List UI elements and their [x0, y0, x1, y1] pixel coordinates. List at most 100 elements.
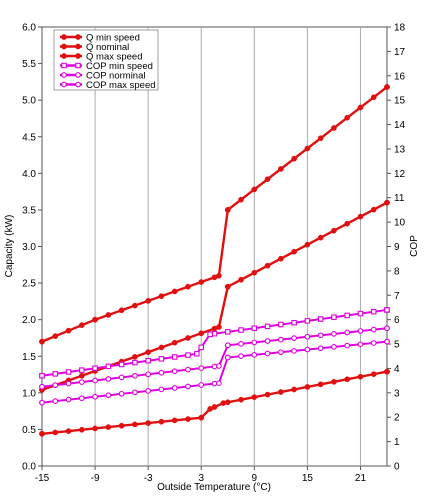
data-point: [317, 316, 324, 322]
data-point: [331, 378, 337, 385]
data-point: [211, 363, 218, 370]
y2-tick-label: 16: [394, 71, 406, 82]
legend-entry: COP max speed: [60, 80, 156, 91]
data-point: [251, 339, 258, 346]
y-axis-label: Capacity (kW): [4, 215, 15, 278]
data-point: [277, 336, 284, 343]
data-point: [65, 396, 72, 403]
data-point: [61, 34, 67, 40]
data-point: [198, 330, 205, 337]
data-point: [211, 330, 218, 337]
data-point: [331, 125, 337, 131]
data-point: [238, 353, 244, 359]
data-point: [238, 276, 244, 283]
data-point: [105, 376, 112, 382]
data-point: [61, 81, 67, 88]
data-point: [224, 354, 231, 361]
data-point: [264, 323, 271, 330]
data-point: [216, 363, 222, 369]
data-point: [39, 430, 45, 437]
data-point: [52, 382, 59, 389]
data-point: [158, 369, 165, 376]
data-point: [344, 329, 351, 336]
data-point: [185, 366, 191, 373]
data-point: [384, 199, 390, 206]
data-point: [220, 400, 227, 406]
data-point: [118, 307, 125, 314]
data-point: [224, 342, 231, 349]
y2-tick-label: 8: [394, 266, 400, 277]
legend-label: Q nominal: [86, 42, 129, 53]
data-point: [118, 422, 125, 429]
data-point: [132, 359, 138, 366]
data-point: [264, 262, 271, 269]
data-point: [198, 414, 205, 421]
y2-tick-label: 18: [394, 23, 406, 34]
data-point: [132, 354, 138, 360]
data-point: [251, 394, 258, 400]
data-point: [158, 356, 165, 362]
data-point: [304, 318, 311, 324]
y-axis-left: 0.0 0.5 1.0 1.5 2.0 2.5 3.0 3.5 4.0 4.5 5.0 5.5 6.0: [22, 23, 42, 473]
y2-tick-label: 11: [394, 193, 405, 204]
legend-label: COP min speed: [86, 61, 153, 72]
data-point: [79, 367, 85, 373]
data-point: [171, 354, 178, 360]
data-point: [39, 399, 45, 406]
data-point: [78, 379, 85, 385]
data-point: [198, 382, 205, 388]
y2-tick-label: 14: [394, 120, 406, 131]
data-point: [264, 338, 271, 344]
data-point: [61, 43, 67, 50]
data-point: [92, 365, 98, 371]
data-point: [61, 72, 67, 78]
data-point: [158, 293, 165, 299]
data-point: [304, 384, 311, 390]
data-point: [145, 349, 152, 356]
y-tick-label: 5.0: [22, 96, 36, 107]
data-point: [75, 62, 81, 69]
data-point: [384, 84, 390, 90]
data-point: [105, 363, 112, 370]
data-point: [78, 372, 85, 379]
legend-entry: Q min speed: [60, 32, 140, 43]
data-point: [238, 396, 244, 403]
data-point: [251, 269, 258, 276]
data-point: [278, 321, 284, 328]
data-point: [132, 389, 138, 396]
data-point: [65, 380, 72, 387]
data-point: [78, 322, 85, 329]
data-point: [185, 352, 191, 358]
legend-entry: COP norminal: [60, 70, 146, 81]
data-point: [39, 383, 45, 390]
data-point: [277, 389, 284, 395]
data-point: [251, 186, 258, 193]
data-point: [75, 81, 81, 88]
data-point: [344, 376, 351, 383]
data-point: [331, 331, 337, 337]
data-point: [132, 421, 138, 428]
y2-tick-label: 2: [394, 413, 400, 424]
data-point: [185, 383, 191, 390]
data-point: [331, 344, 337, 350]
x-axis-label: Outside Temperature (°C): [157, 482, 271, 493]
data-point: [145, 357, 151, 364]
data-point: [39, 338, 45, 345]
data-point: [118, 390, 125, 397]
data-point: [357, 104, 364, 111]
data-point: [145, 371, 152, 378]
y-tick-label: 4.0: [22, 169, 36, 180]
data-point: [291, 335, 297, 342]
data-point: [65, 428, 72, 434]
data-point: [317, 332, 324, 339]
x-tick-label: -9: [91, 473, 100, 484]
y2-tick-label: 12: [394, 169, 406, 180]
data-point: [317, 345, 324, 352]
x-tick-label: 21: [355, 473, 367, 484]
data-point: [61, 53, 67, 59]
y-tick-label: 1.5: [22, 352, 36, 363]
data-point: [370, 326, 377, 333]
plot-area: [41, 26, 388, 467]
data-point: [52, 429, 59, 436]
